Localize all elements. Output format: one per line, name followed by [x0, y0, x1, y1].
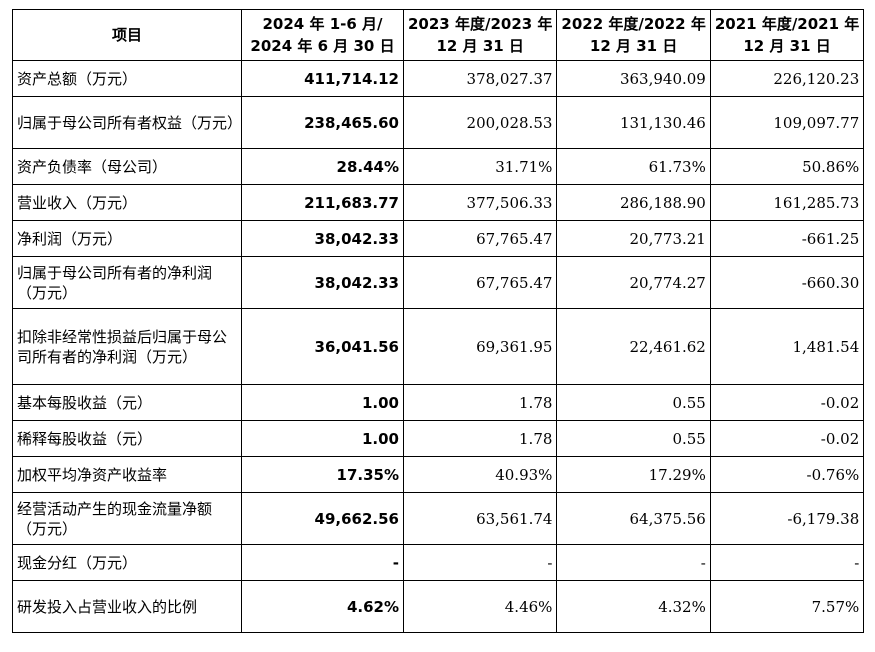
row-label: 现金分红（万元）	[12, 544, 242, 581]
table-row: 基本每股收益（元） 1.00 1.78 0.55 -0.02	[12, 384, 865, 421]
table-row: 研发投入占营业收入的比例 4.62% 4.46% 4.32% 7.57%	[12, 580, 865, 633]
cell-2024h1: 211,683.77	[241, 184, 404, 221]
cell-period-3: 64,375.56	[556, 492, 711, 545]
cell-2024h1: 49,662.56	[241, 492, 404, 545]
cell-period-3: 4.32%	[556, 580, 711, 633]
cell-period-3: 131,130.46	[556, 96, 711, 149]
header-period-1: 2024 年 1-6 月/2024 年 6 月 30 日	[241, 9, 404, 61]
table-row: 加权平均净资产收益率 17.35% 40.93% 17.29% -0.76%	[12, 456, 865, 493]
row-label: 加权平均净资产收益率	[12, 456, 242, 493]
cell-period-3: -	[556, 544, 711, 581]
table-row: 经营活动产生的现金流量净额（万元） 49,662.56 63,561.74 64,37…	[12, 492, 865, 545]
cell-period-2: -	[402, 544, 558, 581]
row-label: 经营活动产生的现金流量净额（万元）	[12, 492, 242, 545]
cell-period-4: 1,481.54	[709, 308, 865, 385]
header-line: 2022 年度/2022 年	[561, 15, 706, 33]
cell-period-4: -0.02	[709, 384, 865, 421]
table-row: 营业收入（万元） 211,683.77 377,506.33 286,188.90 16…	[12, 184, 865, 221]
header-period-2: 2023 年度/2023 年 12 月 31 日	[402, 9, 558, 61]
table-header-row: 项目 2024 年 1-6 月/2024 年 6 月 30 日 2023 年度/20…	[12, 9, 865, 61]
row-label: 营业收入（万元）	[12, 184, 242, 221]
row-label: 资产负债率（母公司）	[12, 148, 242, 185]
cell-2024h1: -	[241, 544, 404, 581]
row-label: 归属于母公司所有者权益（万元）	[12, 96, 242, 149]
cell-period-4: -660.30	[709, 256, 865, 309]
table-row: 扣除非经常性损益后归属于母公司所有者的净利润（万元） 36,041.56 69,36…	[12, 308, 865, 385]
header-line: 12 月 31 日	[589, 37, 678, 55]
cell-period-4: -	[709, 544, 865, 581]
cell-2024h1: 411,714.12	[241, 60, 404, 97]
financial-data-table: 项目 2024 年 1-6 月/2024 年 6 月 30 日 2023 年度/20…	[12, 9, 865, 633]
cell-period-3: 61.73%	[556, 148, 711, 185]
cell-period-4: 161,285.73	[709, 184, 865, 221]
table-row: 稀释每股收益（元） 1.00 1.78 0.55 -0.02	[12, 420, 865, 457]
cell-period-4: -0.02	[709, 420, 865, 457]
table-row: 归属于母公司所有者权益（万元） 238,465.60 200,028.53 131,1…	[12, 96, 865, 149]
cell-period-3: 17.29%	[556, 456, 711, 493]
cell-period-4: -6,179.38	[709, 492, 865, 545]
cell-period-2: 69,361.95	[402, 308, 558, 385]
cell-2024h1: 38,042.33	[241, 256, 404, 309]
cell-2024h1: 238,465.60	[241, 96, 404, 149]
row-label: 净利润（万元）	[12, 220, 242, 257]
header-line: 2021 年度/2021 年	[714, 15, 860, 33]
cell-period-2: 67,765.47	[402, 256, 558, 309]
row-label: 稀释每股收益（元）	[12, 420, 242, 457]
cell-2024h1: 1.00	[241, 384, 404, 421]
cell-period-2: 67,765.47	[402, 220, 558, 257]
table-body: 资产总额（万元） 411,714.12 378,027.37 363,940.09 22…	[12, 60, 865, 633]
table-row: 归属于母公司所有者的净利润（万元） 38,042.33 67,765.47 20,77…	[12, 256, 865, 309]
header-line: 12 月 31 日	[743, 37, 831, 55]
row-label: 扣除非经常性损益后归属于母公司所有者的净利润（万元）	[12, 308, 242, 385]
cell-period-3: 22,461.62	[556, 308, 711, 385]
cell-period-4: -0.76%	[709, 456, 865, 493]
cell-period-3: 363,940.09	[556, 60, 711, 97]
cell-period-2: 40.93%	[402, 456, 558, 493]
row-label: 归属于母公司所有者的净利润（万元）	[12, 256, 242, 309]
cell-period-3: 0.55	[556, 384, 711, 421]
cell-period-3: 20,773.21	[556, 220, 711, 257]
cell-2024h1: 4.62%	[241, 580, 404, 633]
cell-period-2: 31.71%	[402, 148, 558, 185]
cell-period-3: 286,188.90	[556, 184, 711, 221]
table-row: 资产总额（万元） 411,714.12 378,027.37 363,940.09 22…	[12, 60, 865, 97]
cell-2024h1: 36,041.56	[241, 308, 404, 385]
header-item: 项目	[12, 9, 242, 61]
cell-period-3: 0.55	[556, 420, 711, 457]
financial-table-container: 项目 2024 年 1-6 月/2024 年 6 月 30 日 2023 年度/20…	[12, 9, 865, 633]
table-row: 现金分红（万元） - - - -	[12, 544, 865, 581]
cell-period-4: 109,097.77	[709, 96, 865, 149]
cell-2024h1: 38,042.33	[241, 220, 404, 257]
row-label: 基本每股收益（元）	[12, 384, 242, 421]
table-row: 净利润（万元） 38,042.33 67,765.47 20,773.21 -661.2…	[12, 220, 865, 257]
header-line: 12 月 31 日	[436, 37, 524, 55]
header-period-3: 2022 年度/2022 年 12 月 31 日	[556, 9, 711, 61]
cell-period-4: 50.86%	[709, 148, 865, 185]
cell-2024h1: 17.35%	[241, 456, 404, 493]
table-row: 资产负债率（母公司） 28.44% 31.71% 61.73% 50.86%	[12, 148, 865, 185]
header-period-4: 2021 年度/2021 年 12 月 31 日	[709, 9, 865, 61]
row-label: 研发投入占营业收入的比例	[12, 580, 242, 633]
header-line: 2023 年度/2023 年	[408, 15, 553, 33]
header-line: 2024 年 1-6 月/	[262, 15, 383, 33]
cell-2024h1: 1.00	[241, 420, 404, 457]
header-line: 项目	[111, 26, 142, 44]
cell-period-4: -661.25	[709, 220, 865, 257]
cell-period-3: 20,774.27	[556, 256, 711, 309]
cell-period-2: 200,028.53	[402, 96, 558, 149]
cell-period-2: 377,506.33	[402, 184, 558, 221]
row-label: 资产总额（万元）	[12, 60, 242, 97]
cell-2024h1: 28.44%	[241, 148, 404, 185]
cell-period-2: 1.78	[402, 420, 558, 457]
cell-period-2: 63,561.74	[402, 492, 558, 545]
cell-period-2: 1.78	[402, 384, 558, 421]
cell-period-2: 4.46%	[402, 580, 558, 633]
cell-period-2: 378,027.37	[402, 60, 558, 97]
header-line: 2024 年 6 月 30 日	[250, 37, 395, 55]
cell-period-4: 7.57%	[709, 580, 865, 633]
cell-period-4: 226,120.23	[709, 60, 865, 97]
